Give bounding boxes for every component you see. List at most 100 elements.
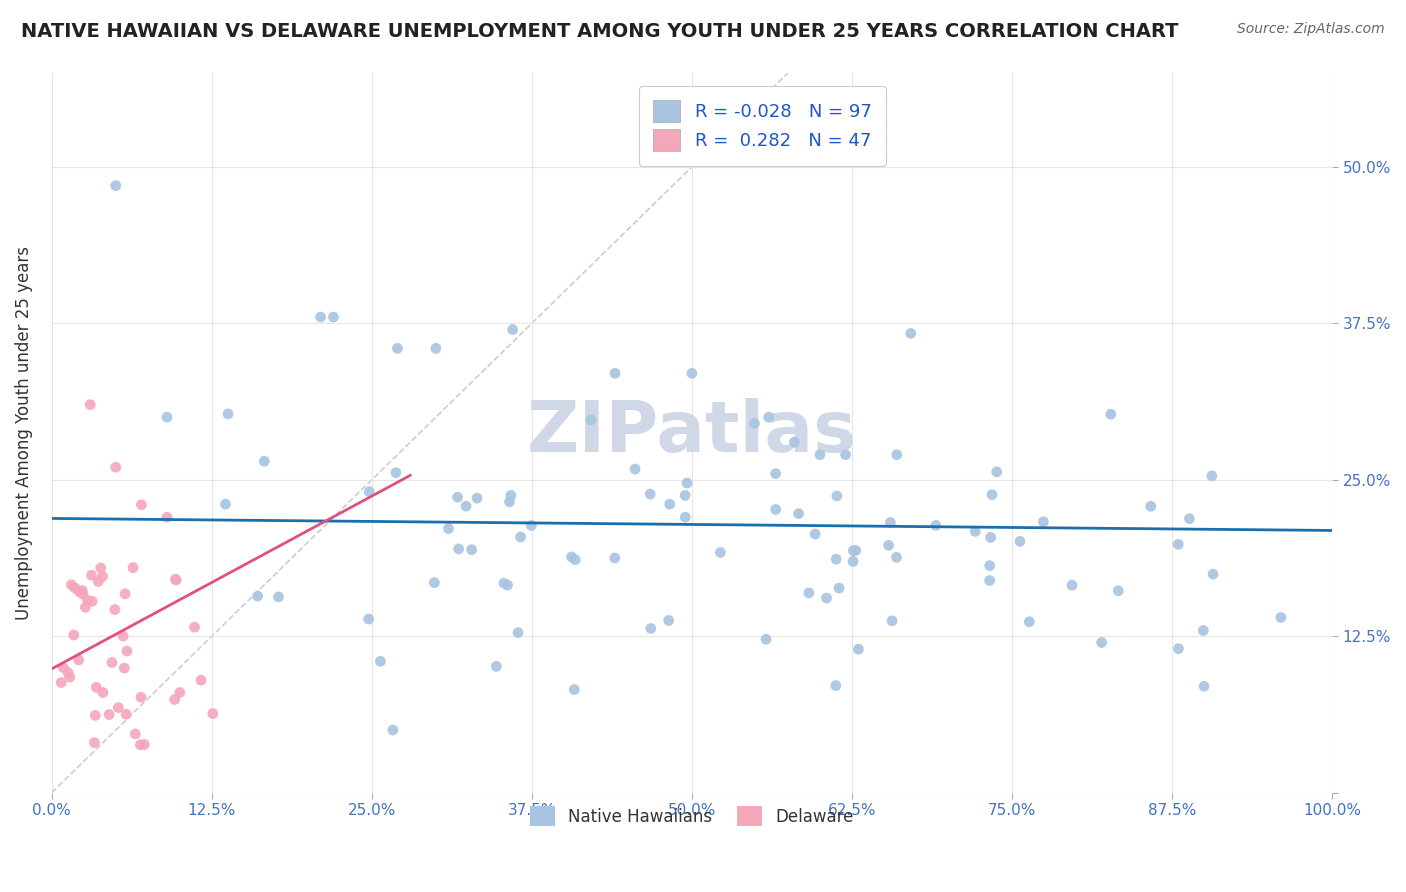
- Point: [56, 665, 79, 680]
- Point: [91, 685, 114, 699]
- Point: [115, 707, 138, 722]
- Point: [454, 499, 477, 513]
- Point: [425, 342, 447, 356]
- Point: [1107, 583, 1129, 598]
- Text: ZIPatlas: ZIPatlas: [527, 399, 858, 467]
- Point: [624, 462, 647, 476]
- Point: [322, 310, 344, 324]
- Point: [1032, 515, 1054, 529]
- Point: [681, 367, 703, 381]
- Point: [76, 593, 98, 607]
- Point: [84, 708, 107, 723]
- Point: [63, 581, 86, 595]
- Point: [129, 690, 152, 705]
- Point: [82, 594, 104, 608]
- Point: [640, 622, 662, 636]
- Y-axis label: Unemployment Among Youth under 25 years: Unemployment Among Youth under 25 years: [15, 246, 32, 620]
- Point: [1202, 567, 1225, 582]
- Point: [129, 738, 152, 752]
- Point: [492, 576, 515, 591]
- Point: [815, 591, 838, 605]
- Point: [509, 530, 531, 544]
- Point: [83, 736, 105, 750]
- Point: [709, 545, 731, 559]
- Point: [787, 507, 810, 521]
- Point: [1018, 615, 1040, 629]
- Point: [309, 310, 332, 324]
- Point: [485, 659, 508, 673]
- Point: [423, 575, 446, 590]
- Point: [437, 522, 460, 536]
- Point: [217, 407, 239, 421]
- Text: Source: ZipAtlas.com: Source: ZipAtlas.com: [1237, 22, 1385, 37]
- Point: [520, 518, 543, 533]
- Point: [460, 542, 482, 557]
- Point: [165, 573, 187, 587]
- Point: [848, 642, 870, 657]
- Point: [67, 584, 90, 599]
- Point: [67, 653, 90, 667]
- Point: [131, 498, 153, 512]
- Point: [87, 574, 110, 589]
- Point: [506, 625, 529, 640]
- Point: [603, 551, 626, 566]
- Point: [84, 681, 107, 695]
- Point: [60, 578, 83, 592]
- Point: [156, 410, 179, 425]
- Point: [62, 628, 84, 642]
- Point: [877, 538, 900, 552]
- Point: [965, 524, 987, 539]
- Point: [758, 410, 780, 425]
- Point: [755, 632, 778, 647]
- Point: [824, 679, 846, 693]
- Point: [502, 322, 524, 336]
- Point: [122, 560, 145, 574]
- Point: [163, 692, 186, 706]
- Point: [1060, 578, 1083, 592]
- Point: [104, 178, 127, 193]
- Point: [1201, 468, 1223, 483]
- Point: [842, 543, 865, 558]
- Point: [1192, 679, 1215, 693]
- Point: [107, 700, 129, 714]
- Point: [496, 578, 519, 592]
- Point: [1167, 641, 1189, 656]
- Point: [72, 587, 94, 601]
- Point: [98, 707, 121, 722]
- Point: [499, 488, 522, 502]
- Point: [879, 516, 901, 530]
- Point: [825, 489, 848, 503]
- Point: [75, 600, 97, 615]
- Point: [91, 569, 114, 583]
- Point: [673, 510, 696, 524]
- Point: [579, 413, 602, 427]
- Point: [381, 723, 404, 737]
- Point: [980, 530, 1002, 544]
- Point: [201, 706, 224, 721]
- Point: [70, 583, 93, 598]
- Point: [498, 495, 520, 509]
- Point: [979, 574, 1001, 588]
- Point: [190, 673, 212, 688]
- Point: [828, 581, 851, 595]
- Point: [1167, 537, 1189, 551]
- Point: [465, 491, 488, 505]
- Point: [797, 586, 820, 600]
- Text: NATIVE HAWAIIAN VS DELAWARE UNEMPLOYMENT AMONG YOUTH UNDER 25 YEARS CORRELATION : NATIVE HAWAIIAN VS DELAWARE UNEMPLOYMENT…: [21, 22, 1178, 41]
- Point: [744, 417, 766, 431]
- Point: [359, 484, 381, 499]
- Point: [385, 466, 408, 480]
- Legend: Native Hawaiians, Delaware: Native Hawaiians, Delaware: [522, 797, 862, 835]
- Point: [104, 460, 127, 475]
- Point: [387, 342, 409, 356]
- Point: [638, 487, 661, 501]
- Point: [101, 656, 124, 670]
- Point: [112, 629, 135, 643]
- Point: [214, 497, 236, 511]
- Point: [1008, 534, 1031, 549]
- Point: [658, 614, 681, 628]
- Point: [165, 572, 187, 586]
- Point: [880, 614, 903, 628]
- Point: [447, 541, 470, 556]
- Point: [59, 670, 82, 684]
